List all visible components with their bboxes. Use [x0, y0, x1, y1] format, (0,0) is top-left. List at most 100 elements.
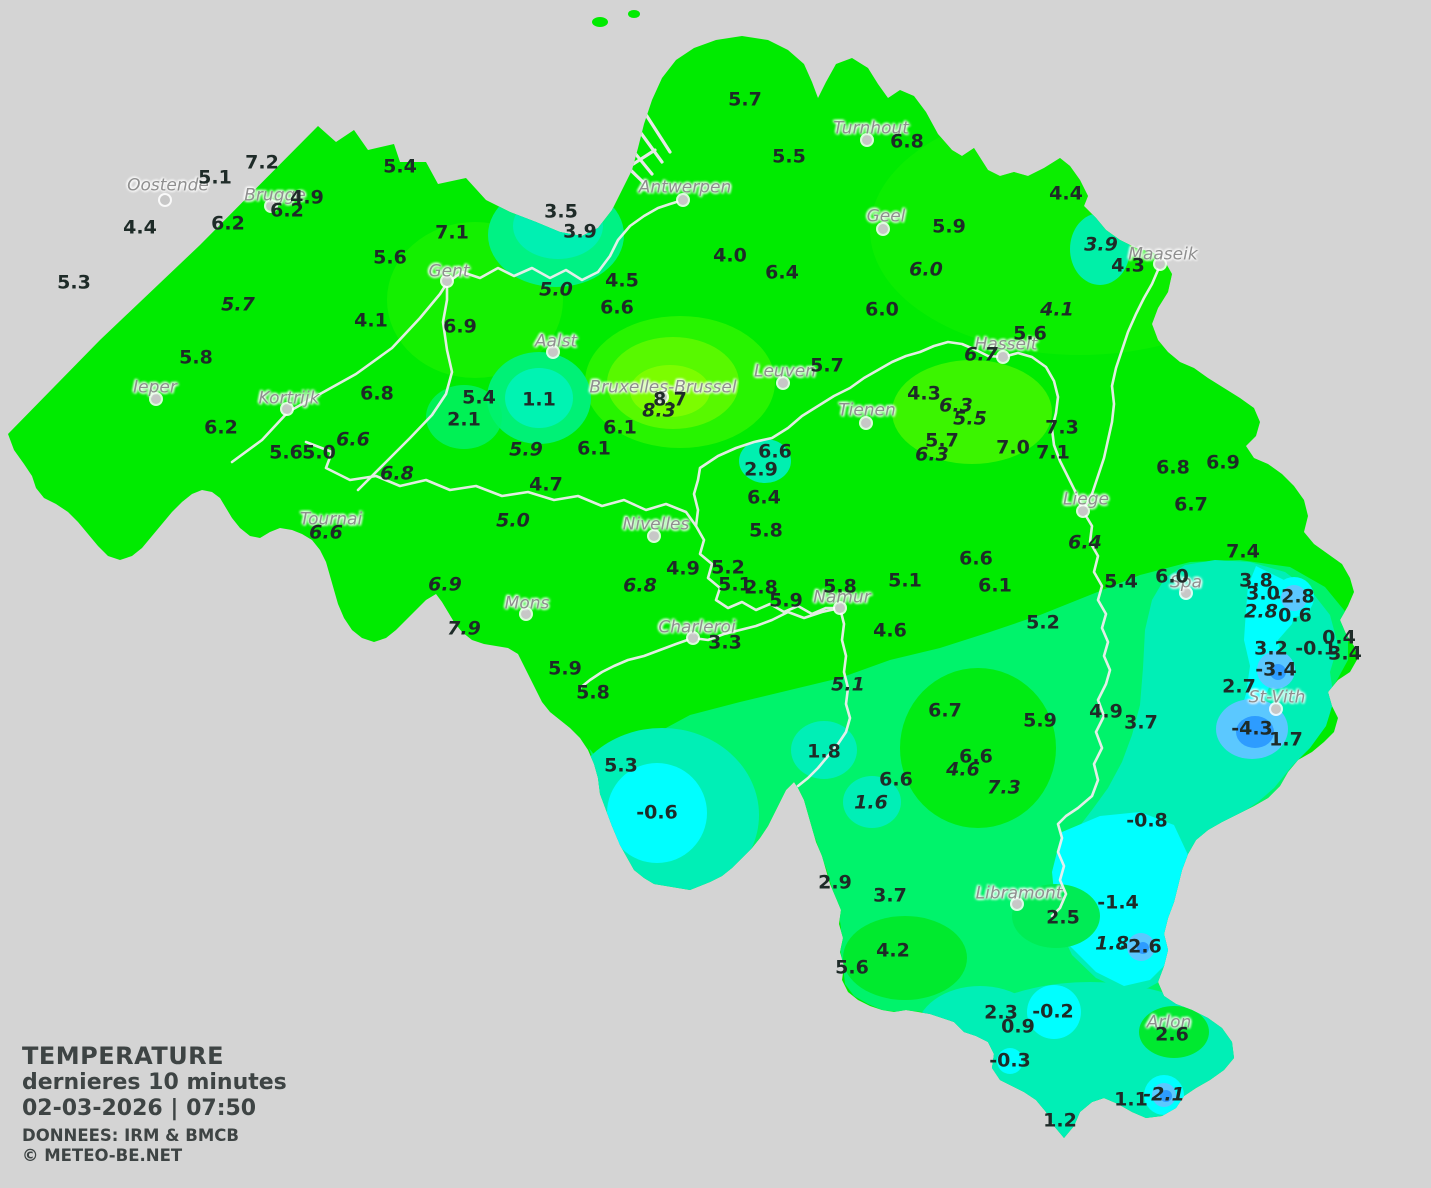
city-dot-oostende	[160, 195, 170, 205]
city-label-turnhout: Turnhout	[833, 118, 909, 139]
city-dot-liege	[1078, 506, 1088, 516]
city-label-namur: Namur	[813, 587, 871, 608]
temp-reading: 6.7	[964, 343, 998, 366]
temp-reading: 3.9	[563, 220, 597, 243]
city-dot-leuven	[778, 378, 788, 388]
temp-reading: 5.8	[823, 575, 857, 598]
temp-reading: -0.2	[1032, 1000, 1074, 1023]
temp-reading: -0.3	[989, 1049, 1031, 1072]
temp-reading: -2.8	[1273, 585, 1315, 608]
city-dot-gent	[442, 276, 452, 286]
temp-reading: 6.6	[879, 768, 913, 791]
temp-reading: -3.4	[1255, 658, 1297, 681]
city-label-ieper: Ieper	[133, 377, 177, 398]
temp-reading: 5.6	[1013, 322, 1047, 345]
temp-reading: 5.0	[302, 441, 336, 464]
temp-reading: 4.9	[666, 557, 700, 580]
temp-reading: 6.6	[758, 440, 792, 463]
city-label-oostende: Oostende	[127, 175, 209, 196]
temp-reading: 6.8	[380, 462, 414, 485]
temp-reading: 4.9	[1089, 700, 1123, 723]
temp-reading: 6.1	[603, 416, 637, 439]
city-label-gent: Gent	[428, 261, 470, 282]
temp-reading: -0.6	[636, 801, 678, 824]
city-dot-antwerpen	[678, 195, 688, 205]
temp-reading: 4.7	[529, 473, 563, 496]
temp-reading: 5.7	[221, 293, 255, 316]
temp-reading: 6.6	[959, 745, 993, 768]
temp-reading: 3.5	[544, 200, 578, 223]
temp-reading: 2.6	[1155, 1023, 1189, 1046]
map-datetime: 02-03-2026 | 07:50	[22, 1096, 257, 1122]
city-label-libramont: Libramont	[975, 883, 1063, 904]
city-label-brugge: Brugge	[244, 185, 306, 206]
temp-reading: 6.7	[928, 699, 962, 722]
temp-reading: 6.4	[1068, 531, 1102, 554]
city-label-leuven: Leuven	[754, 361, 816, 382]
temp-reading: 4.9	[290, 186, 324, 209]
city-label-spa: Spa	[1170, 572, 1202, 593]
temp-reading: -0.8	[1126, 809, 1168, 832]
city-dot-aalst	[548, 347, 558, 357]
city-dot-st-vith	[1271, 704, 1281, 714]
city-dot-geel	[878, 224, 888, 234]
temp-reading: 6.8	[1156, 456, 1190, 479]
city-dot-turnhout	[862, 135, 872, 145]
temp-reading: 7.9	[447, 617, 481, 640]
city-dot-spa	[1181, 588, 1191, 598]
temp-reading: 6.6	[600, 296, 634, 319]
temp-reading: 6.0	[865, 298, 899, 321]
temp-reading: 5.4	[383, 155, 417, 178]
temp-reading: 0.9	[1001, 1015, 1035, 1038]
temp-reading: 6.1	[978, 574, 1012, 597]
city-label-charleroi: Charleroi	[658, 617, 736, 638]
temp-reading: 5.1	[198, 166, 232, 189]
temp-reading: 5.6	[269, 441, 303, 464]
temp-reading: 6.4	[747, 486, 781, 509]
city-label-nivelles: Nivelles	[622, 514, 690, 535]
temp-reading: 6.4	[765, 261, 799, 284]
temp-reading: 5.6	[835, 956, 869, 979]
temp-reading: 5.8	[179, 346, 213, 369]
temp-reading: 4.0	[713, 244, 747, 267]
temp-reading: 5.7	[728, 88, 762, 111]
city-label-kortrijk: Kortrijk	[258, 388, 320, 409]
temp-reading: 3.9	[1084, 233, 1118, 256]
temp-reading: 5.2	[711, 556, 745, 579]
city-label-st-vith: St-Vith	[1248, 687, 1306, 708]
temp-reading: 5.6	[373, 246, 407, 269]
temp-reading: 6.9	[1206, 451, 1240, 474]
temp-reading: 7.1	[435, 221, 469, 244]
temp-reading: 2.1	[447, 408, 481, 431]
temp-reading: 4.4	[123, 216, 157, 239]
city-dot-libramont	[1012, 899, 1022, 909]
temp-reading: -2.1	[1143, 1083, 1185, 1106]
temp-reading: 5.4	[462, 386, 496, 409]
temp-reading: 6.8	[360, 382, 394, 405]
temp-reading: 5.9	[769, 589, 803, 612]
city-dot-hasselt	[998, 352, 1008, 362]
temp-reading: 2.8	[1244, 600, 1278, 623]
temp-reading: 5.8	[576, 681, 610, 704]
temp-reading: 4.3	[1111, 254, 1145, 277]
temp-reading: 4.1	[354, 309, 388, 332]
temp-reading: 7.3	[987, 776, 1021, 799]
temp-reading: 8.7	[653, 388, 687, 411]
temp-reading: 7.0	[996, 436, 1030, 459]
temp-reading: 4.4	[1049, 182, 1083, 205]
map-title: TEMPERATURE	[22, 1042, 225, 1070]
city-dot-tienen	[861, 418, 871, 428]
temp-reading: 7.1	[1036, 441, 1070, 464]
temp-reading: 5.1	[831, 673, 865, 696]
temp-reading: 5.9	[509, 438, 543, 461]
map-data-source: DONNEES: IRM & BMCB	[22, 1126, 239, 1146]
temp-reading: 6.9	[443, 315, 477, 338]
temp-reading: 6.8	[890, 130, 924, 153]
temp-reading: 2.9	[744, 458, 778, 481]
city-dot-charleroi	[688, 633, 698, 643]
temp-reading: 6.2	[211, 212, 245, 235]
temp-reading: 8.3	[642, 399, 676, 422]
temp-reading: 4.6	[873, 619, 907, 642]
temp-reading: 2.8	[744, 576, 778, 599]
